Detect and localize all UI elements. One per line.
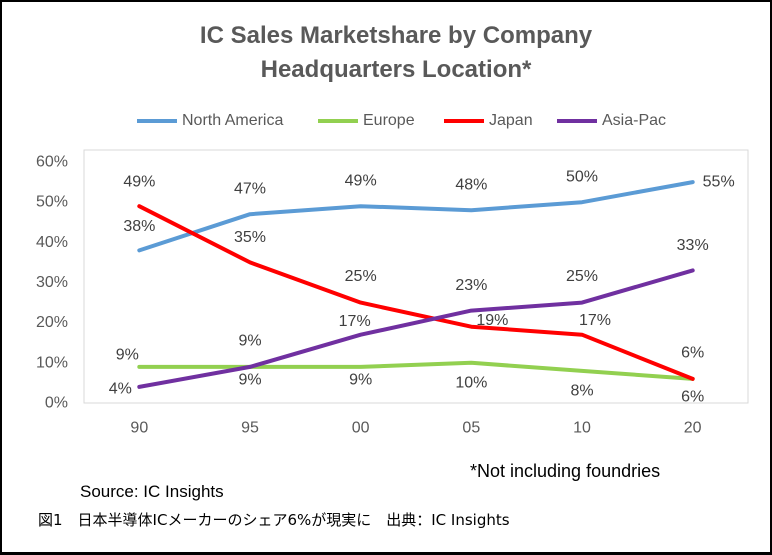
plot-area (83, 149, 749, 404)
legend-label: North America (182, 112, 284, 129)
data-label-asia-pac: 17% (339, 313, 371, 330)
data-label-europe: 9% (349, 371, 372, 388)
data-label-japan: 25% (345, 268, 377, 285)
data-label-japan: 49% (123, 174, 155, 191)
data-label-japan: 35% (234, 229, 266, 246)
source-note: Source: IC Insights (80, 482, 224, 501)
data-point-japan (248, 260, 252, 264)
chart-title: IC Sales Marketshare by Company Headquar… (199, 22, 593, 83)
data-label-europe: 6% (681, 388, 704, 405)
data-point-asia-pac (580, 301, 584, 305)
data-point-europe (359, 365, 363, 369)
data-label-europe: 9% (116, 346, 139, 363)
legend-swatch-asia-pac (557, 119, 597, 123)
data-label-europe: 8% (570, 382, 593, 399)
legend-item-asia-pac: Asia-Pac (557, 111, 666, 131)
data-point-asia-pac (691, 268, 695, 272)
data-point-europe (469, 361, 473, 365)
data-point-europe (580, 369, 584, 373)
data-point-asia-pac (359, 333, 363, 337)
data-label-north-america: 38% (123, 218, 155, 235)
data-point-north-america (580, 200, 584, 204)
series-lines (137, 180, 695, 389)
x-tick-label: 20 (684, 420, 702, 437)
data-point-japan (469, 325, 473, 329)
x-tick-label: 10 (573, 420, 591, 437)
series-line-north-america (137, 180, 695, 253)
y-tick-label: 40% (36, 234, 68, 251)
legend-swatch-japan (444, 119, 484, 123)
data-label-north-america: 47% (234, 181, 266, 198)
legend-item-europe: Europe (318, 111, 415, 131)
data-point-north-america (359, 204, 363, 208)
data-label-europe: 10% (455, 374, 487, 391)
y-tick-label: 0% (45, 395, 68, 412)
series-line-japan (137, 204, 695, 381)
data-point-north-america (691, 180, 695, 184)
data-points (137, 180, 694, 389)
x-axis-tick-labels: 90 95 00 05 10 20 (130, 420, 701, 437)
y-tick-label: 50% (36, 194, 68, 211)
x-tick-label: 95 (241, 420, 259, 437)
legend-swatch-north-america (137, 119, 177, 123)
y-tick-label: 10% (36, 354, 68, 371)
legend-label: Japan (489, 112, 533, 129)
data-label-asia-pac: 4% (109, 380, 132, 397)
legend-item-japan: Japan (444, 111, 533, 131)
legend-label: Europe (363, 112, 415, 129)
data-label-asia-pac: 25% (566, 268, 598, 285)
legend-item-north-america: North America (137, 111, 283, 131)
data-point-north-america (248, 212, 252, 216)
data-label-north-america: 49% (345, 173, 377, 190)
data-point-north-america (137, 248, 141, 252)
x-tick-label: 90 (130, 420, 148, 437)
data-point-japan (359, 301, 363, 305)
x-tick-label: 00 (352, 420, 370, 437)
y-axis-tick-labels: 0% 10% 20% 30% 40% 50% 60% (36, 154, 68, 412)
data-label-japan: 6% (681, 344, 704, 361)
data-label-north-america: 50% (566, 169, 598, 186)
data-label-japan: 19% (476, 312, 508, 329)
data-point-europe (137, 365, 141, 369)
data-labels: 38% 47% 49% 48% 50% 55% 9% 9% 9% 10% 8% 6% 49% 35% 25%… (109, 169, 735, 406)
data-point-japan (137, 204, 141, 208)
series-line-asia-pac (137, 268, 695, 389)
data-label-japan: 17% (579, 312, 611, 329)
data-point-asia-pac (248, 365, 252, 369)
data-point-asia-pac (137, 385, 141, 389)
figure-caption: 図1 日本半導体ICメーカーのシェア6%が現実に 出典：IC Insights (38, 511, 510, 529)
data-label-asia-pac: 33% (677, 237, 709, 254)
data-point-north-america (469, 208, 473, 212)
legend-label: Asia-Pac (602, 112, 667, 129)
chart-footnote: *Not including foundries (470, 461, 661, 481)
y-tick-label: 30% (36, 274, 68, 291)
y-tick-label: 60% (36, 154, 68, 171)
y-tick-label: 20% (36, 314, 68, 331)
data-label-europe: 9% (238, 371, 261, 388)
data-label-north-america: 48% (455, 177, 487, 194)
data-point-japan (580, 333, 584, 337)
data-point-japan (691, 377, 695, 381)
data-label-asia-pac: 9% (238, 332, 261, 349)
data-point-asia-pac (469, 309, 473, 313)
data-label-north-america: 55% (703, 174, 735, 191)
x-tick-label: 05 (462, 420, 480, 437)
data-label-asia-pac: 23% (455, 277, 487, 294)
series-line-europe (137, 360, 695, 381)
legend-swatch-europe (318, 119, 358, 123)
